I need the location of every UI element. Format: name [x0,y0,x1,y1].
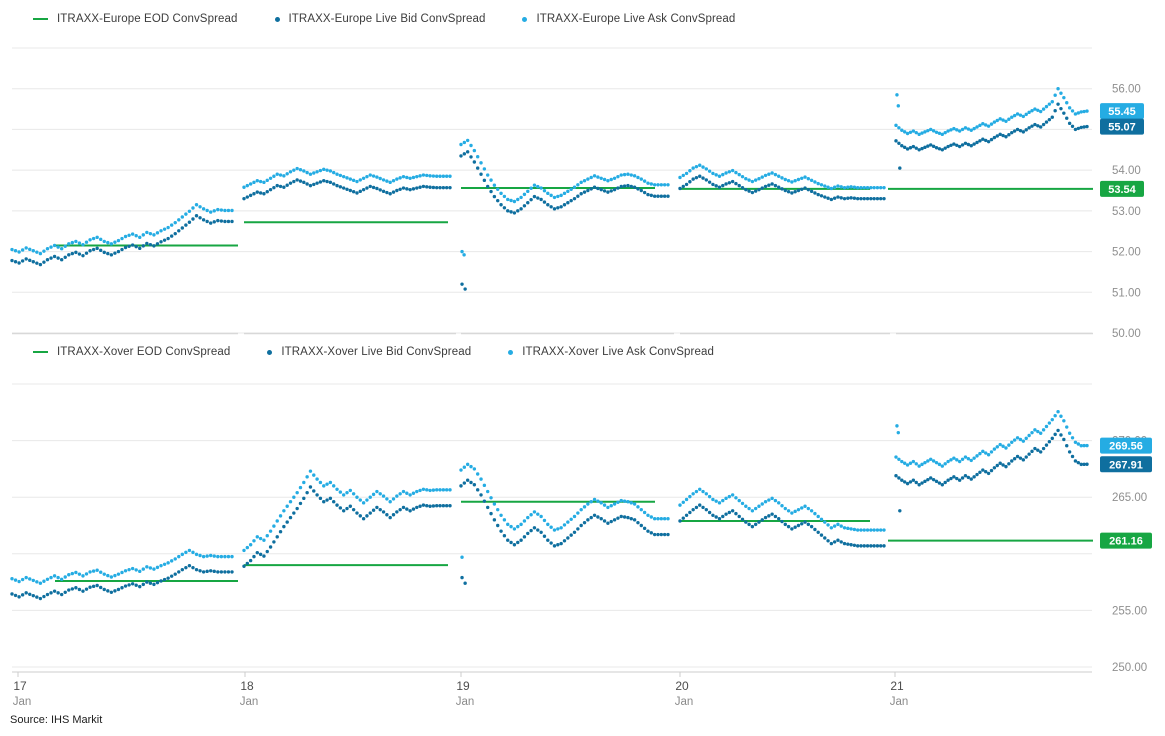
eod-line-icon [33,351,48,353]
europe-legend: ITRAXX-Europe EOD ConvSpread ITRAXX-Euro… [0,10,1165,28]
legend-label: ITRAXX-Europe Live Ask ConvSpread [536,13,736,25]
svg-text:20: 20 [675,679,689,693]
svg-text:Jan: Jan [13,696,32,708]
svg-text:267.91: 267.91 [1109,459,1143,471]
legend-label: ITRAXX-Xover Live Bid ConvSpread [281,346,472,358]
svg-text:21: 21 [890,679,904,693]
svg-text:53.54: 53.54 [1108,184,1136,196]
eod-line-icon [33,18,48,20]
svg-text:51.00: 51.00 [1112,287,1141,299]
xover-legend: ITRAXX-Xover EOD ConvSpread ITRAXX-Xover… [0,343,1165,361]
svg-text:261.16: 261.16 [1109,536,1143,548]
svg-text:Jan: Jan [456,696,475,708]
ask-dot-icon [508,349,514,355]
legend-label: ITRAXX-Europe Live Bid ConvSpread [288,13,486,25]
legend-item-europe-eod[interactable]: ITRAXX-Europe EOD ConvSpread [33,13,238,25]
bid-dot-icon [274,16,280,22]
legend-label: ITRAXX-Xover Live Ask ConvSpread [522,346,714,358]
svg-text:56.00: 56.00 [1112,84,1141,96]
svg-text:265.00: 265.00 [1112,492,1147,504]
svg-text:269.56: 269.56 [1109,441,1143,453]
legend-item-xover-ask[interactable]: ITRAXX-Xover Live Ask ConvSpread [508,346,714,358]
legend-item-europe-ask[interactable]: ITRAXX-Europe Live Ask ConvSpread [522,13,735,25]
legend-label: ITRAXX-Europe EOD ConvSpread [57,13,238,25]
svg-text:18: 18 [240,679,254,693]
svg-text:54.00: 54.00 [1112,165,1141,177]
svg-text:55.07: 55.07 [1108,122,1136,134]
ask-dot-icon [522,16,528,22]
svg-text:17: 17 [13,679,27,693]
legend-item-europe-bid[interactable]: ITRAXX-Europe Live Bid ConvSpread [274,13,486,25]
svg-text:250.00: 250.00 [1112,662,1147,674]
svg-text:52.00: 52.00 [1112,247,1141,259]
svg-text:255.00: 255.00 [1112,605,1147,617]
svg-text:55.45: 55.45 [1108,106,1136,118]
svg-text:Jan: Jan [890,696,909,708]
svg-text:50.00: 50.00 [1112,328,1141,340]
legend-label: ITRAXX-Xover EOD ConvSpread [57,346,231,358]
bid-dot-icon [267,349,273,355]
legend-item-xover-bid[interactable]: ITRAXX-Xover Live Bid ConvSpread [267,346,471,358]
legend-item-xover-eod[interactable]: ITRAXX-Xover EOD ConvSpread [33,346,230,358]
svg-text:Jan: Jan [675,696,694,708]
source-attribution: Source: IHS Markit [10,714,103,726]
svg-text:53.00: 53.00 [1112,206,1141,218]
svg-text:19: 19 [456,679,470,693]
svg-text:Jan: Jan [240,696,259,708]
